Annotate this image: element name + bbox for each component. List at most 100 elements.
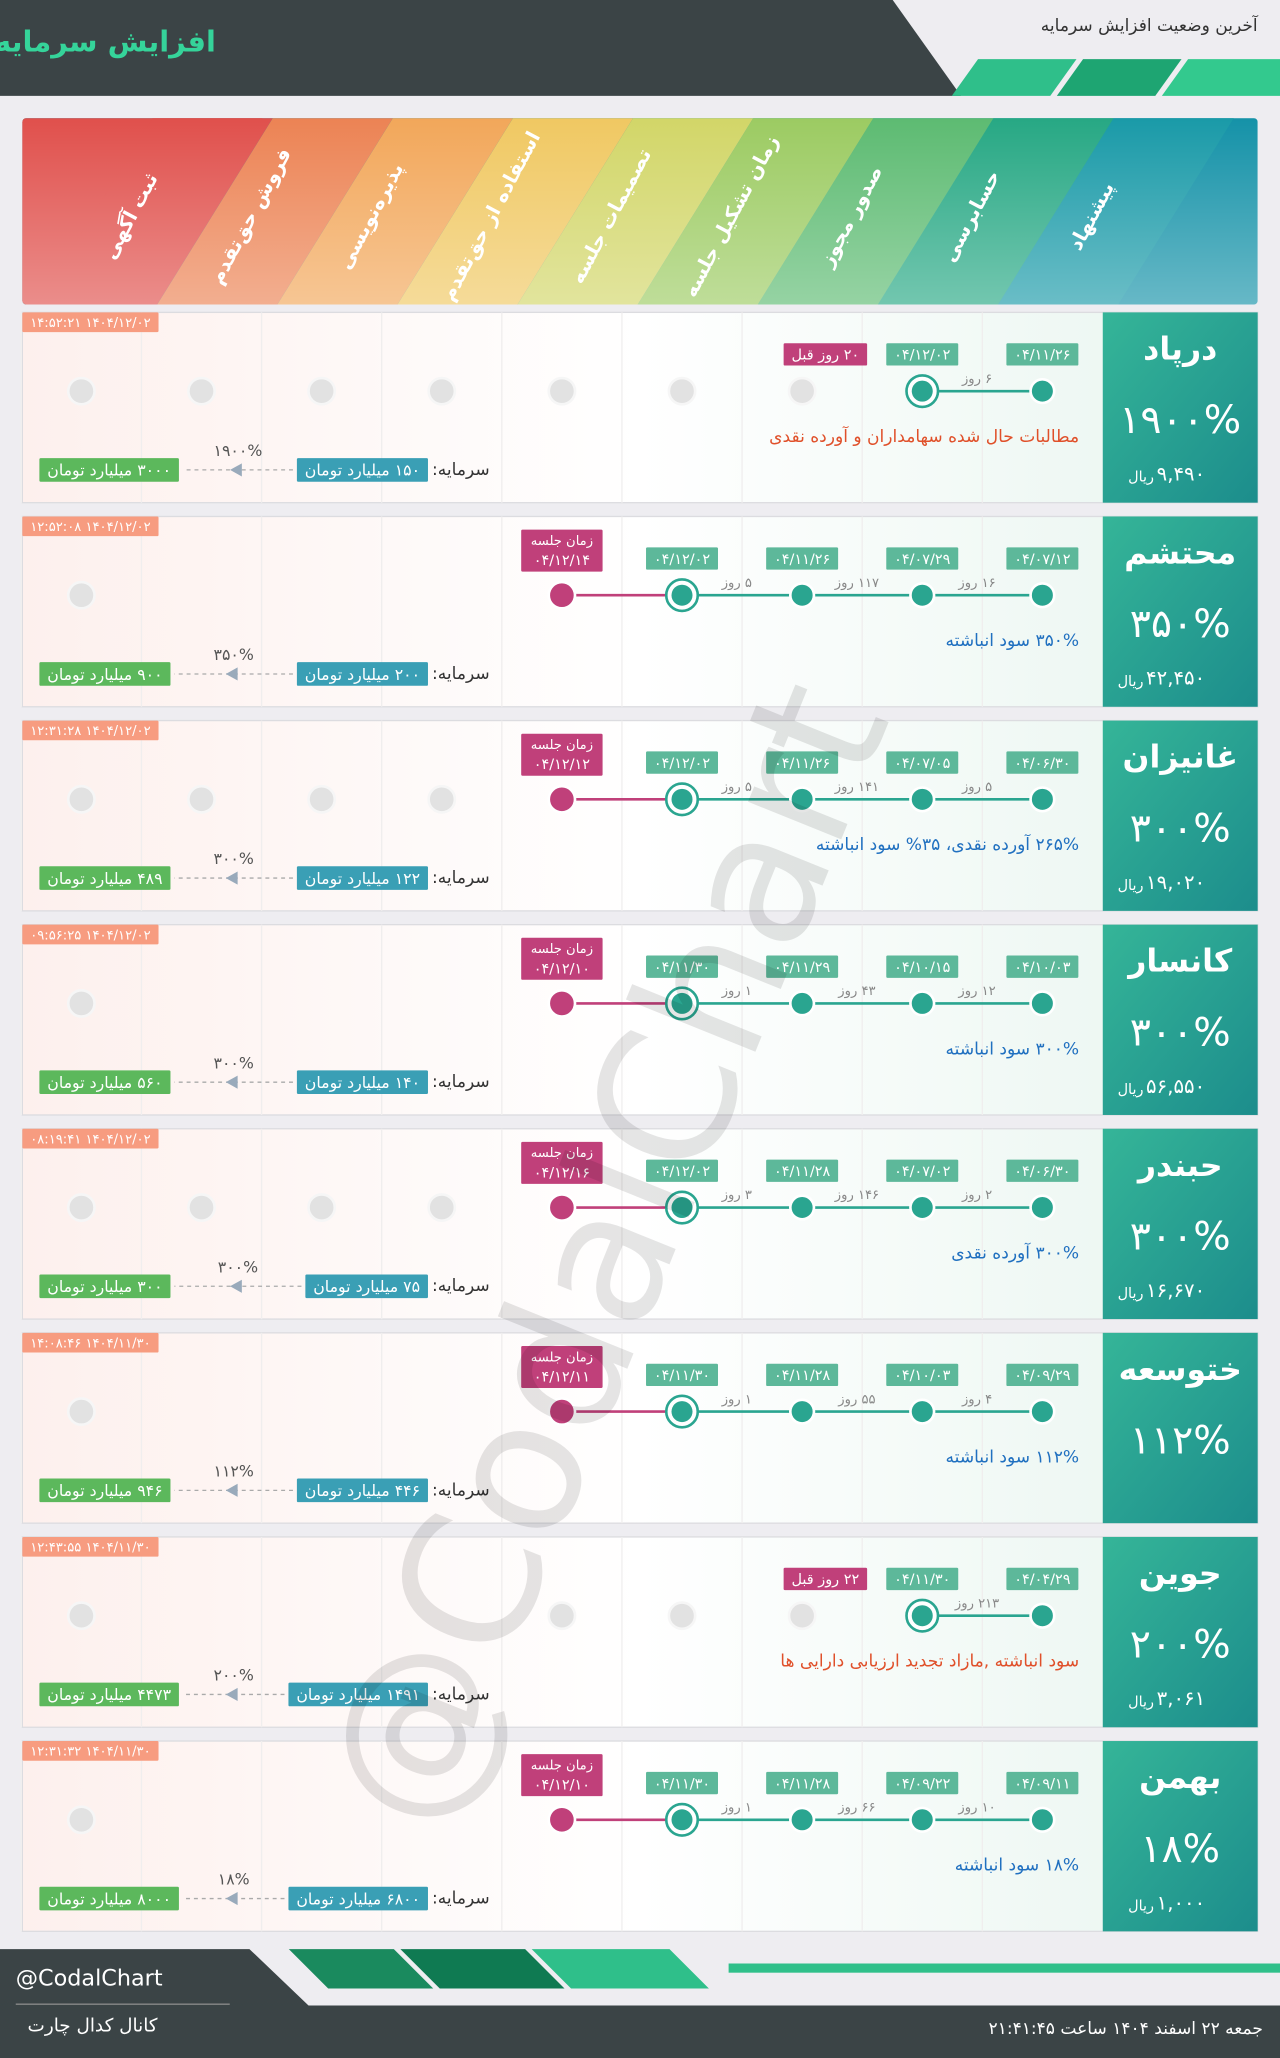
capital-to [39, 1274, 171, 1299]
meeting-date: ۰۴/۱۲/۱۰ [534, 1778, 590, 1794]
stage-pending [427, 784, 457, 814]
date-tag-text: ۰۴/۱۲/۰۲ [894, 348, 950, 364]
date-tag-text: ۰۴/۱۱/۲۶ [1014, 348, 1070, 364]
date-tag-text: ۰۴/۰۴/۲۹ [1014, 1572, 1070, 1588]
date-tag [1006, 1567, 1079, 1591]
capital-from [305, 1274, 428, 1299]
description: ۳۵۰% سود انباشته [946, 631, 1080, 651]
footer-stripe [400, 1949, 565, 1989]
ago-tag-text: ۲۰ روز قبل [791, 348, 859, 364]
capital-to-text: ۹۴۶ میلیارد تومان [47, 1481, 162, 1501]
stage-pending [307, 1193, 337, 1222]
capital-from-text: ۱۴۰ میلیارد تومان [305, 1073, 420, 1093]
capital-from [296, 866, 428, 890]
gap-label: ۲۱۳ روز [954, 1596, 999, 1611]
capital-label: سرمایه: [432, 664, 490, 684]
date-tag-text: ۰۴/۱۱/۳۰ [894, 1572, 950, 1588]
capital-to [39, 1070, 171, 1094]
card [21, 515, 1259, 708]
date-tag-text: ۰۴/۰۷/۲۹ [894, 552, 950, 568]
capital-label: سرمایه: [432, 868, 490, 888]
date-tag [766, 547, 839, 570]
ago-tag [783, 343, 868, 366]
price: ۱۹,۰۲۰ [1146, 871, 1205, 894]
capital-from [288, 1886, 428, 1911]
company-percent: ۲۰۰% [1130, 1622, 1231, 1668]
date-tag-text: ۰۴/۱۲/۰۲ [654, 756, 710, 772]
stage-done [909, 1398, 936, 1425]
date-tag [1006, 1363, 1079, 1386]
stage-meeting [547, 1397, 577, 1427]
stage-meeting [547, 988, 577, 1018]
date-tag-text: ۰۴/۱۲/۰۲ [654, 552, 710, 568]
date-tag [886, 751, 959, 774]
date-tag [646, 547, 718, 570]
footer-stripe [288, 1949, 434, 1989]
stage-pending [66, 1193, 96, 1222]
date-tag [646, 1771, 718, 1795]
name-panel [1102, 720, 1258, 911]
company-percent: ۱۱۲% [1130, 1418, 1231, 1464]
capital-from [296, 458, 428, 482]
date-tag-text: ۰۴/۰۹/۲۹ [1014, 1368, 1070, 1384]
name-panel [1102, 312, 1258, 503]
company-percent: ۳۰۰% [1130, 805, 1231, 851]
capital-from-text: ۴۴۶ میلیارد تومان [305, 1481, 420, 1501]
timestamp [22, 1128, 159, 1149]
date-tag [646, 955, 718, 978]
currency: ریال [1118, 1286, 1144, 1302]
gap-label: ۶ روز [961, 372, 992, 387]
capital-percent: ۱۸% [218, 1870, 250, 1889]
stage-current-dot [911, 1605, 933, 1627]
meeting-date: ۰۴/۱۲/۱۶ [534, 1165, 590, 1181]
price: ۱۶,۶۷۰ [1146, 1279, 1205, 1302]
date-tag [886, 1567, 959, 1591]
stage-done [1029, 582, 1056, 609]
stage-done [789, 786, 816, 813]
capital-from [296, 1478, 428, 1503]
date-tag [1006, 1159, 1079, 1182]
stage-done [789, 582, 816, 609]
stage-pending [427, 1193, 457, 1222]
company-name: بهمن [1139, 1760, 1221, 1796]
arrow-head [230, 463, 242, 477]
card [21, 1536, 1259, 1728]
gap-label: ۱ روز [721, 1800, 752, 1815]
capital-to [39, 1682, 179, 1707]
footer-handle: @CodalChart [16, 1966, 163, 1992]
date-tag [766, 1159, 839, 1182]
gap-label: ۱۱۷ روز [834, 576, 879, 591]
page-title: افزایش سرمایه [0, 24, 216, 58]
company-percent: ۱۸% [1140, 1826, 1220, 1872]
date-tag [646, 751, 718, 774]
date-tag [1006, 751, 1079, 774]
name-panel [1102, 516, 1258, 707]
stage-meeting [547, 580, 577, 610]
date-tag [646, 1159, 718, 1182]
arrow-head [225, 1687, 238, 1701]
date-tag-text: ۰۴/۱۱/۲۸ [774, 1164, 830, 1180]
gap-label: ۱۰ روز [957, 1800, 995, 1815]
timestamp-text: ۱۴۰۴/۱۲/۰۲ ۱۲:۵۲:۰۸ [30, 520, 150, 535]
timestamp [22, 720, 159, 741]
stage-done [1029, 378, 1056, 405]
gap-label: ۶۶ روز [837, 1800, 875, 1815]
gap-label: ۱۴۶ روز [834, 1188, 879, 1203]
stage-pending [307, 376, 337, 406]
date-tag [766, 1363, 839, 1386]
stage-pending [787, 1601, 817, 1631]
footer-panel [0, 1949, 1280, 2058]
meeting-date: ۰۴/۱۲/۱۱ [534, 1369, 590, 1385]
gap-label: ۲ روز [961, 1188, 992, 1203]
company-name: کانسار [1126, 944, 1233, 980]
capital-label: سرمایه: [432, 460, 490, 480]
company-name: محتشم [1124, 536, 1236, 572]
capital-to [39, 1886, 179, 1911]
date-tag-text: ۰۴/۱۱/۳۰ [654, 1776, 710, 1792]
description: ۱۸% سود انباشته [955, 1856, 1079, 1876]
stage-done [1029, 1602, 1056, 1629]
capital-from [296, 1070, 428, 1094]
meeting-label: زمان جلسه [531, 1350, 593, 1365]
stage-meeting [547, 784, 577, 814]
